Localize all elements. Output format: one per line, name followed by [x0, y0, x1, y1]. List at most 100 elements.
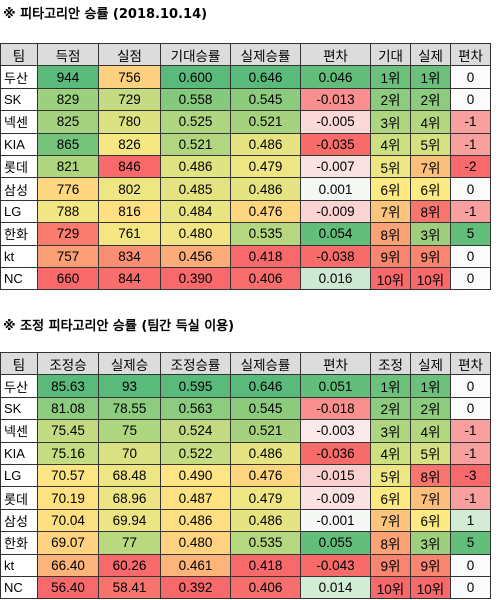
table-row: 롯데 821 846 0.486 0.479 -0.007 5위 7위 -2 — [0, 154, 491, 179]
cell-deviation: -0.043 — [300, 553, 371, 577]
cell-exp-rate: 0.456 — [160, 244, 231, 268]
cell-rank-diff: 0 — [450, 244, 491, 268]
cell-col-a: 81.08 — [37, 396, 99, 421]
cell-deviation: -0.015 — [300, 463, 371, 488]
header-actual-rate: 실제승률 — [230, 42, 301, 67]
section2-title: ※ 조정 피타고리안 승률 (팀간 득실 이용) — [3, 319, 235, 334]
cell-col-b: 816 — [98, 199, 161, 224]
cell-actual-rank: 4위 — [410, 419, 451, 443]
cell-actual-rate: 0.521 — [230, 419, 301, 443]
cell-actual-rank: 9위 — [410, 244, 451, 268]
header-rank-diff: 편차 — [450, 42, 491, 67]
cell-actual-rate: 0.406 — [230, 266, 301, 291]
table-row: 두산 944 756 0.600 0.646 0.046 1위 1위 0 — [0, 65, 491, 89]
cell-deviation: -0.018 — [300, 396, 371, 421]
cell-deviation: -0.036 — [300, 441, 371, 465]
cell-actual-rank: 9위 — [410, 553, 451, 577]
cell-col-a: 70.04 — [37, 508, 99, 533]
cell-actual-rate: 0.646 — [230, 374, 301, 398]
header-actual-rank: 실제 — [410, 42, 451, 67]
table-header-row: 팀 득점 실점 기대승률 실제승률 편차 기대 실제 편차 — [0, 42, 491, 67]
header-exp-rank: 조정 — [370, 351, 411, 376]
cell-exp-rank: 2위 — [370, 87, 411, 112]
cell-actual-rate: 0.545 — [230, 87, 301, 112]
cell-deviation: 0.014 — [300, 575, 371, 600]
cell-rank-diff: -3 — [450, 463, 491, 488]
cell-rank-diff: 0 — [450, 396, 491, 421]
cell-exp-rank: 7위 — [370, 199, 411, 224]
cell-col-a: 865 — [37, 132, 99, 156]
table-row: LG 788 816 0.484 0.476 -0.009 7위 8위 -1 — [0, 199, 491, 224]
table-row: 삼성 776 802 0.485 0.486 0.001 6위 6위 0 — [0, 177, 491, 201]
cell-exp-rate: 0.600 — [160, 65, 231, 89]
cell-rank-diff: 0 — [450, 65, 491, 89]
cell-col-b: 60.26 — [98, 553, 161, 577]
cell-actual-rate: 0.476 — [230, 199, 301, 224]
cell-col-b: 844 — [98, 266, 161, 291]
cell-exp-rank: 9위 — [370, 244, 411, 268]
cell-exp-rate: 0.480 — [160, 222, 231, 246]
header-exp-rate: 기대승률 — [160, 42, 231, 67]
cell-actual-rate: 0.418 — [230, 244, 301, 268]
cell-exp-rank: 3위 — [370, 419, 411, 443]
table-row: KIA 75.16 70 0.522 0.486 -0.036 4위 5위 -1 — [0, 441, 491, 465]
cell-team: 넥센 — [0, 110, 38, 134]
cell-exp-rank: 1위 — [370, 374, 411, 398]
table-row: kt 66.40 60.26 0.461 0.418 -0.043 9위 9위 0 — [0, 553, 491, 577]
cell-exp-rank: 10위 — [370, 266, 411, 291]
header-deviation: 편차 — [300, 351, 371, 376]
cell-rank-diff: -1 — [450, 110, 491, 134]
cell-actual-rank: 1위 — [410, 65, 451, 89]
cell-team: 넥센 — [0, 419, 38, 443]
cell-exp-rank: 6위 — [370, 177, 411, 201]
cell-rank-diff: 5 — [450, 531, 491, 555]
cell-actual-rank: 7위 — [410, 154, 451, 179]
cell-rank-diff: 0 — [450, 374, 491, 398]
cell-col-a: 75.45 — [37, 419, 99, 443]
cell-exp-rate: 0.524 — [160, 419, 231, 443]
cell-deviation: -0.005 — [300, 110, 371, 134]
header-actual-rate: 실제승률 — [230, 351, 301, 376]
cell-col-a: 85.63 — [37, 374, 99, 398]
cell-col-b: 826 — [98, 132, 161, 156]
cell-col-a: 56.40 — [37, 575, 99, 600]
cell-actual-rank: 6위 — [410, 177, 451, 201]
cell-exp-rate: 0.521 — [160, 132, 231, 156]
cell-actual-rate: 0.486 — [230, 508, 301, 533]
cell-col-b: 834 — [98, 244, 161, 268]
cell-deviation: -0.009 — [300, 486, 371, 510]
cell-actual-rate: 0.535 — [230, 222, 301, 246]
cell-actual-rank: 6위 — [410, 508, 451, 533]
cell-col-a: 776 — [37, 177, 99, 201]
cell-rank-diff: -1 — [450, 486, 491, 510]
table-row: 넥센 75.45 75 0.524 0.521 -0.003 3위 4위 -1 — [0, 419, 491, 443]
cell-team: NC — [0, 575, 38, 600]
cell-col-b: 68.48 — [98, 463, 161, 488]
header-col-b: 실제승 — [98, 351, 161, 376]
cell-col-a: 944 — [37, 65, 99, 89]
cell-team: 두산 — [0, 374, 38, 398]
cell-team: 롯데 — [0, 486, 38, 510]
cell-exp-rank: 5위 — [370, 463, 411, 488]
cell-actual-rank: 7위 — [410, 486, 451, 510]
cell-exp-rate: 0.392 — [160, 575, 231, 600]
cell-col-b: 78.55 — [98, 396, 161, 421]
table-row: 한화 69.07 77 0.480 0.535 0.055 8위 3위 5 — [0, 531, 491, 555]
cell-col-a: 788 — [37, 199, 99, 224]
cell-exp-rank: 8위 — [370, 531, 411, 555]
cell-exp-rank: 8위 — [370, 222, 411, 246]
header-exp-rate: 조정승률 — [160, 351, 231, 376]
cell-col-b: 75 — [98, 419, 161, 443]
pythagorean-table: 팀 득점 실점 기대승률 실제승률 편차 기대 실제 편차 두산 944 756 0.600 0.646 0… — [0, 42, 491, 291]
cell-exp-rank: 9위 — [370, 553, 411, 577]
cell-exp-rate: 0.461 — [160, 553, 231, 577]
cell-actual-rate: 0.479 — [230, 154, 301, 179]
cell-exp-rank: 6위 — [370, 486, 411, 510]
cell-team: 롯데 — [0, 154, 38, 179]
cell-col-a: 757 — [37, 244, 99, 268]
cell-team: LG — [0, 199, 38, 224]
cell-exp-rank: 3위 — [370, 110, 411, 134]
cell-exp-rate: 0.484 — [160, 199, 231, 224]
cell-rank-diff: 0 — [450, 177, 491, 201]
cell-exp-rate: 0.486 — [160, 154, 231, 179]
